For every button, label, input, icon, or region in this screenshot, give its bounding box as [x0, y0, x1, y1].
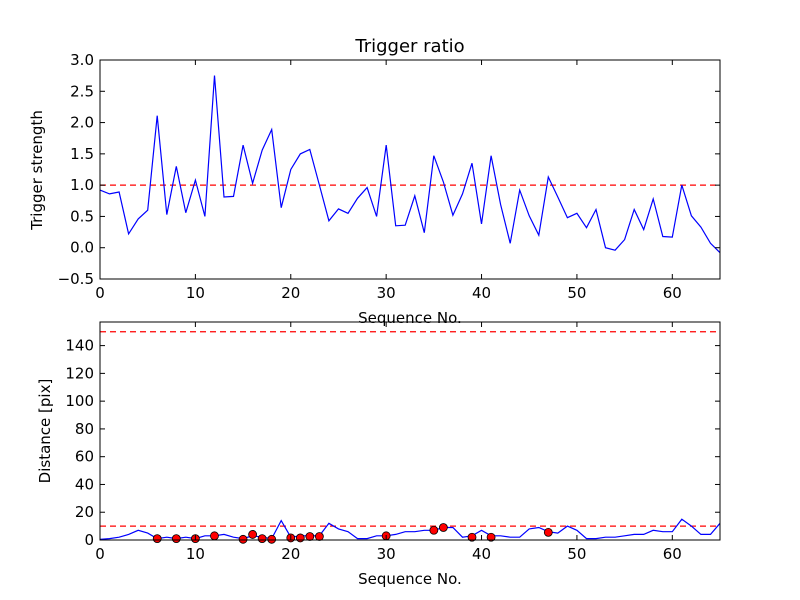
bottom-marker-point: [429, 525, 439, 535]
bottom-y-tick-label: 60: [75, 448, 94, 466]
top-y-tick-label: 0.0: [70, 239, 94, 257]
top-y-axis-label: Trigger strength: [28, 110, 46, 231]
top-chart-title: Trigger ratio: [354, 36, 464, 57]
bottom-series-line: [99, 518, 721, 540]
top-x-tick-label: 10: [186, 284, 205, 302]
bottom-marker-point: [152, 534, 162, 544]
bottom-x-tick-label: 10: [186, 545, 205, 563]
top-y-tick-label: 3.0: [70, 51, 94, 69]
top-y-tick-label: 1.0: [70, 176, 94, 194]
bottom-marker-point: [295, 533, 305, 543]
bottom-axis-ticks: 0 10 20 30 40 50 60 0 20 40 60 80 100 120 140: [65, 322, 720, 563]
top-x-tick-label: 0: [95, 284, 105, 302]
bottom-y-tick-label: 100: [65, 392, 94, 410]
top-x-tick-label: 40: [472, 284, 491, 302]
bottom-y-tick-label: 40: [75, 475, 94, 493]
bottom-x-tick-label: 40: [472, 545, 491, 563]
bottom-y-tick-label: 140: [65, 337, 94, 355]
bottom-x-tick-label: 50: [567, 545, 586, 563]
bottom-y-tick-label: 120: [65, 364, 94, 382]
top-x-tick-label: 60: [663, 284, 682, 302]
top-axis-ticks: 0 10 20 30 40 50 60 −0.5 0.0 0.5 1.0 1.5 2.0 2.5 3.0: [58, 51, 720, 302]
bottom-y-tick-label: 0: [84, 531, 94, 549]
top-x-tick-label: 30: [377, 284, 396, 302]
bottom-marker-point: [210, 531, 219, 541]
bottom-marker-point: [238, 534, 248, 544]
top-y-tick-label: 1.5: [70, 145, 94, 163]
top-y-tick-label: 2.0: [70, 114, 94, 132]
bottom-y-axis-label: Distance [pix]: [36, 379, 54, 484]
bottom-marker-point: [171, 534, 181, 544]
bottom-x-tick-label: 0: [95, 545, 105, 563]
top-plot-frame: [99, 59, 721, 280]
top-y-tick-label: 2.5: [70, 82, 94, 100]
top-x-axis-label: Sequence No.: [358, 309, 462, 327]
top-x-tick-label: 50: [567, 284, 586, 302]
bottom-marker-point: [248, 530, 258, 539]
bottom-marker-point: [314, 532, 324, 541]
bottom-marker-point: [467, 532, 477, 542]
bottom-y-tick-label: 20: [75, 503, 94, 521]
bottom-x-tick-label: 20: [281, 545, 300, 563]
bottom-marker-point: [257, 534, 267, 544]
top-y-tick-label: −0.5: [58, 270, 94, 288]
bottom-x-tick-label: 60: [663, 545, 682, 563]
top-y-tick-label: 0.5: [70, 207, 94, 225]
bottom-marker-point: [438, 523, 448, 532]
bottom-marker-point: [267, 534, 277, 544]
bottom-plot-frame: [99, 321, 721, 541]
bottom-marker-point: [543, 527, 553, 537]
top-line-plot: [99, 75, 721, 254]
bottom-marker-point: [486, 532, 496, 542]
bottom-y-tick-label: 80: [75, 420, 94, 438]
bottom-marker-point: [305, 532, 315, 541]
bottom-x-axis-label: Sequence No.: [358, 570, 462, 588]
bottom-x-tick-label: 30: [377, 545, 396, 563]
top-series-line: [99, 75, 721, 254]
bottom-threshold-layer: [100, 331, 720, 527]
top-x-tick-label: 20: [281, 284, 300, 302]
